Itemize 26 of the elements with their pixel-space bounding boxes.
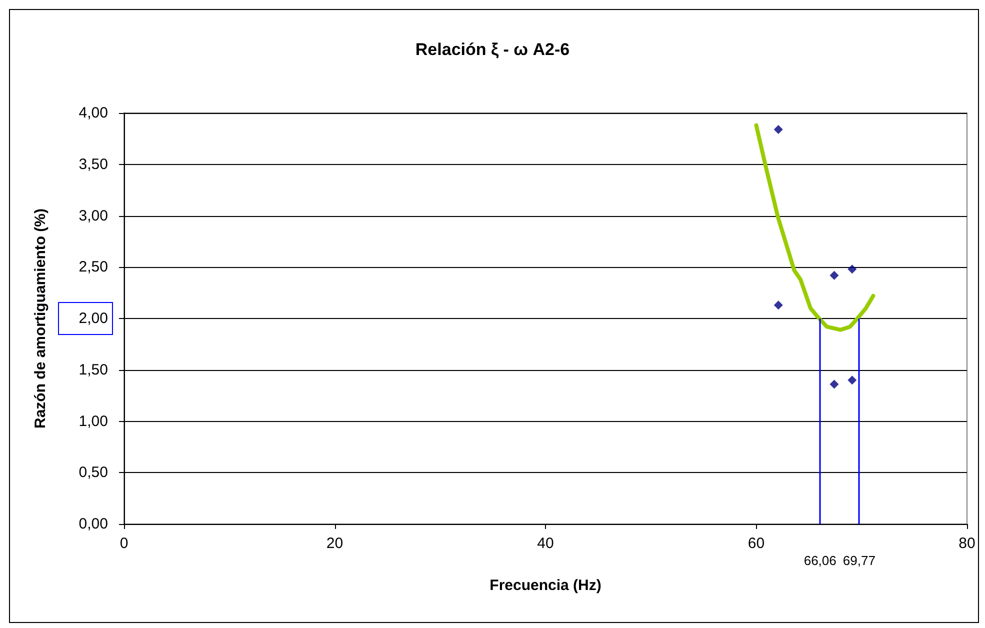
x-tick-label: 20 [326, 535, 344, 552]
line-series [754, 123, 876, 332]
x-axis-title: Frecuencia (Hz) [490, 577, 602, 594]
x-tick-label: 40 [537, 535, 554, 552]
y-tick-label: 1,00 [78, 412, 108, 430]
y-tick-label: 0,00 [78, 516, 108, 532]
y-tick-label: 4,00 [78, 104, 108, 122]
y-tick-label: 0,50 [78, 464, 108, 482]
ref-line-label: 69,77 [842, 553, 876, 568]
y-tick-label: 3,50 [78, 156, 108, 173]
x-tick-label: 80 [958, 535, 976, 552]
y-tick-label: 2,00 [78, 310, 108, 327]
point [774, 300, 783, 310]
point [830, 270, 839, 280]
chart-title: Relación ξ - ω A2-6 [415, 40, 570, 59]
point [830, 380, 839, 389]
y-tick-label: 3,00 [78, 207, 108, 224]
ref-line-label: 66,06 [804, 553, 836, 568]
y-tick-label: 1,50 [78, 361, 108, 378]
point [774, 124, 783, 134]
y-tick-label: 2,50 [78, 258, 108, 276]
y-axis-title: Razón de amortiguamiento (%) [32, 208, 49, 429]
point [848, 264, 857, 274]
point [848, 376, 857, 385]
x-tick-label: 0 [120, 535, 128, 552]
x-tick-label: 60 [748, 535, 765, 552]
